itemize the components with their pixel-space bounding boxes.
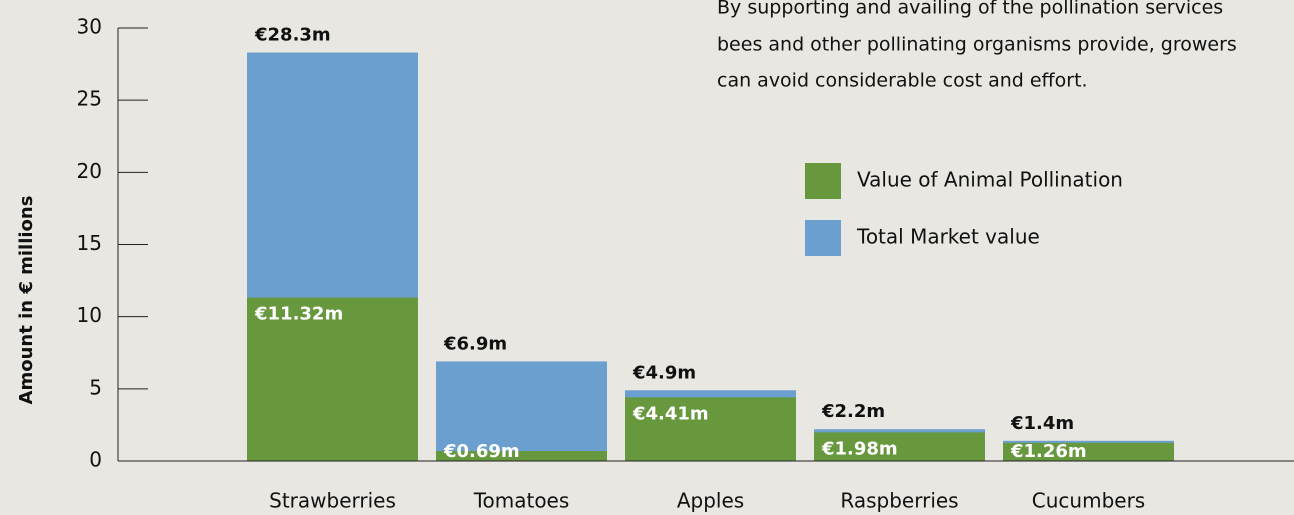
y-tick-label: 20 (77, 159, 102, 183)
bar (625, 397, 796, 461)
value-label: €6.9m (443, 333, 507, 354)
y-tick-label: 10 (77, 303, 102, 327)
value-label: €1.26m (1010, 441, 1087, 462)
bar (436, 451, 607, 461)
x-tick-label: Raspberries (840, 489, 958, 513)
x-tick-label: Strawberries (269, 489, 396, 513)
bar (814, 432, 985, 461)
y-tick-label: 25 (77, 87, 102, 111)
y-tick-label: 5 (89, 375, 102, 399)
bar (436, 361, 607, 461)
bar (1003, 442, 1174, 461)
value-label: €4.9m (632, 362, 696, 383)
x-tick-label: Apples (677, 489, 744, 513)
value-label: €28.3m (254, 25, 331, 46)
legend-label: Value of Animal Pollination (857, 168, 1123, 192)
value-label: €1.98m (821, 438, 898, 459)
legend-swatch (805, 163, 841, 199)
annotation-line: By supporting and availing of the pollin… (717, 0, 1223, 19)
x-tick-label: Cucumbers (1032, 489, 1145, 513)
bar (247, 297, 418, 461)
y-tick-label: 0 (89, 448, 102, 472)
x-tick-label: Tomatoes (473, 489, 570, 513)
value-label: €2.2m (821, 401, 885, 422)
annotation-line: bees and other pollinating organisms pro… (717, 34, 1237, 56)
value-label: €4.41m (632, 403, 709, 424)
value-label: €0.69m (443, 441, 520, 462)
y-axis-label: Amount in € millions (16, 196, 37, 405)
legend-swatch (805, 220, 841, 256)
legend-label: Total Market value (856, 225, 1040, 249)
annotation-line: can avoid considerable cost and effort. (717, 70, 1088, 92)
value-label: €1.4m (1010, 413, 1074, 434)
y-tick-label: 15 (77, 231, 102, 255)
value-label: €11.32m (254, 304, 343, 325)
y-tick-label: 30 (77, 15, 102, 39)
annotation: By supporting and availing of the pollin… (717, 0, 1237, 92)
